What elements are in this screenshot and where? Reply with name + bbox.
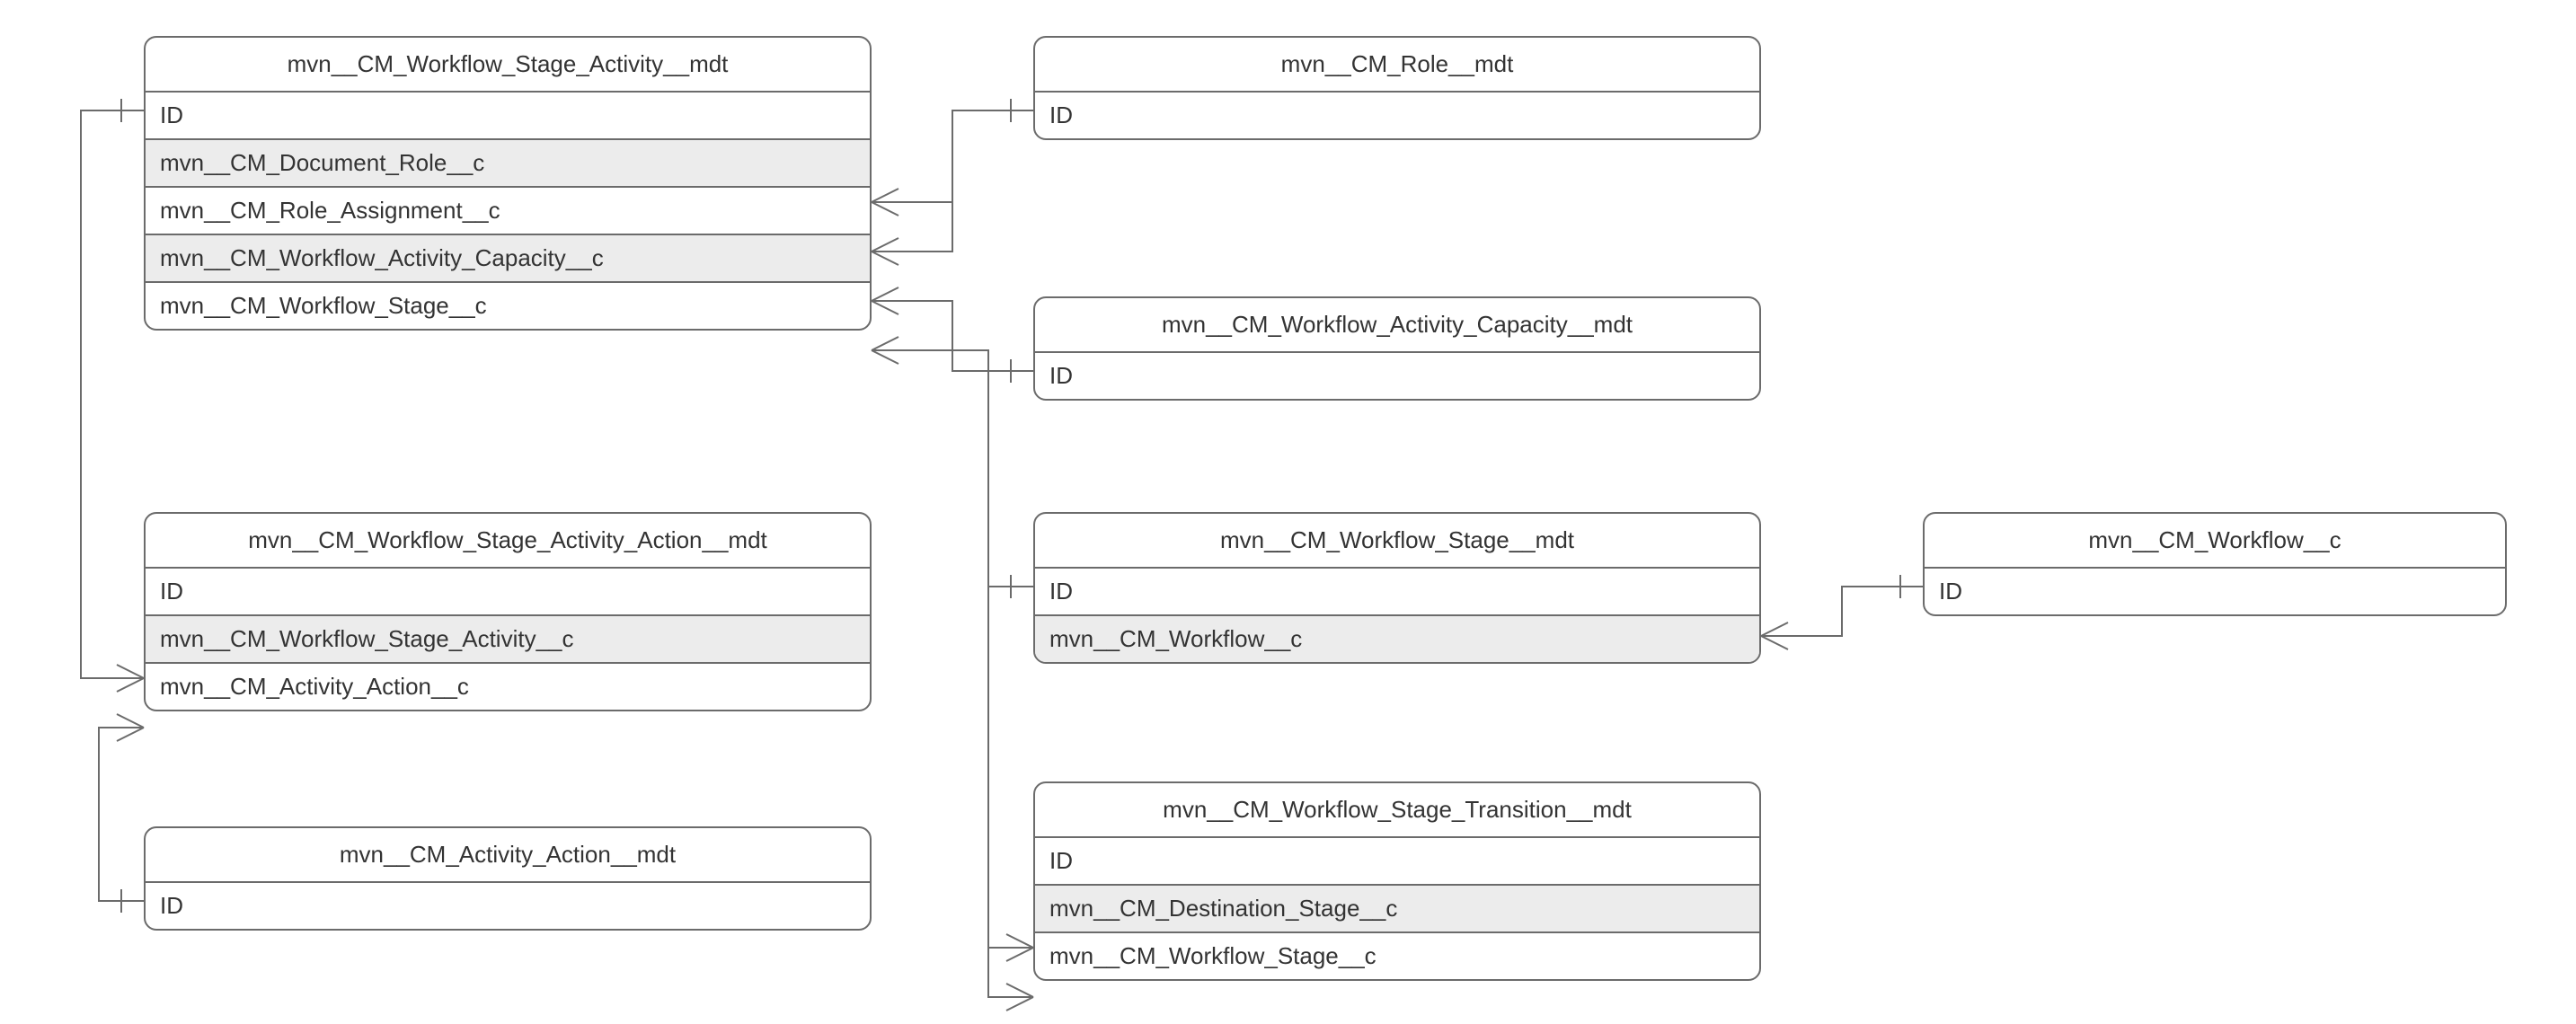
entity-stage-activity: mvn__CM_Workflow_Stage_Activity__mdt ID … bbox=[144, 36, 872, 331]
entity-row: mvn__CM_Workflow_Activity_Capacity__c bbox=[146, 235, 870, 283]
entity-title: mvn__CM_Workflow_Stage_Transition__mdt bbox=[1035, 783, 1759, 838]
entity-title: mvn__CM_Activity_Action__mdt bbox=[146, 828, 870, 883]
entity-row: ID bbox=[146, 883, 870, 929]
entity-row: mvn__CM_Document_Role__c bbox=[146, 140, 870, 188]
entity-title: mvn__CM_Workflow_Activity_Capacity__mdt bbox=[1035, 298, 1759, 353]
entity-activity-capacity: mvn__CM_Workflow_Activity_Capacity__mdt … bbox=[1033, 296, 1761, 401]
entity-row: ID bbox=[146, 569, 870, 616]
entity-row: mvn__CM_Workflow_Stage_Activity__c bbox=[146, 616, 870, 664]
entity-row: mvn__CM_Workflow__c bbox=[1035, 616, 1759, 662]
entity-role: mvn__CM_Role__mdt ID bbox=[1033, 36, 1761, 140]
entity-stage: mvn__CM_Workflow_Stage__mdt ID mvn__CM_W… bbox=[1033, 512, 1761, 664]
entity-row: ID bbox=[146, 93, 870, 140]
entity-row: mvn__CM_Destination_Stage__c bbox=[1035, 886, 1759, 933]
entity-row: ID bbox=[1035, 353, 1759, 399]
entity-row: ID bbox=[1035, 93, 1759, 138]
entity-workflow: mvn__CM_Workflow__c ID bbox=[1923, 512, 2507, 616]
entity-row: mvn__CM_Activity_Action__c bbox=[146, 664, 870, 710]
entity-title: mvn__CM_Role__mdt bbox=[1035, 38, 1759, 93]
entity-row: mvn__CM_Role_Assignment__c bbox=[146, 188, 870, 235]
entity-row: mvn__CM_Workflow_Stage__c bbox=[146, 283, 870, 329]
entity-title: mvn__CM_Workflow_Stage_Activity__mdt bbox=[146, 38, 870, 93]
entity-title: mvn__CM_Workflow_Stage_Activity_Action__… bbox=[146, 514, 870, 569]
entity-activity-action: mvn__CM_Activity_Action__mdt ID bbox=[144, 826, 872, 931]
entity-stage-activity-action: mvn__CM_Workflow_Stage_Activity_Action__… bbox=[144, 512, 872, 711]
entity-title: mvn__CM_Workflow__c bbox=[1925, 514, 2505, 569]
entity-row: ID bbox=[1035, 569, 1759, 616]
entity-row: ID bbox=[1035, 838, 1759, 886]
entity-stage-transition: mvn__CM_Workflow_Stage_Transition__mdt I… bbox=[1033, 781, 1761, 981]
entity-row: mvn__CM_Workflow_Stage__c bbox=[1035, 933, 1759, 979]
entity-row: ID bbox=[1925, 569, 2505, 614]
entity-title: mvn__CM_Workflow_Stage__mdt bbox=[1035, 514, 1759, 569]
